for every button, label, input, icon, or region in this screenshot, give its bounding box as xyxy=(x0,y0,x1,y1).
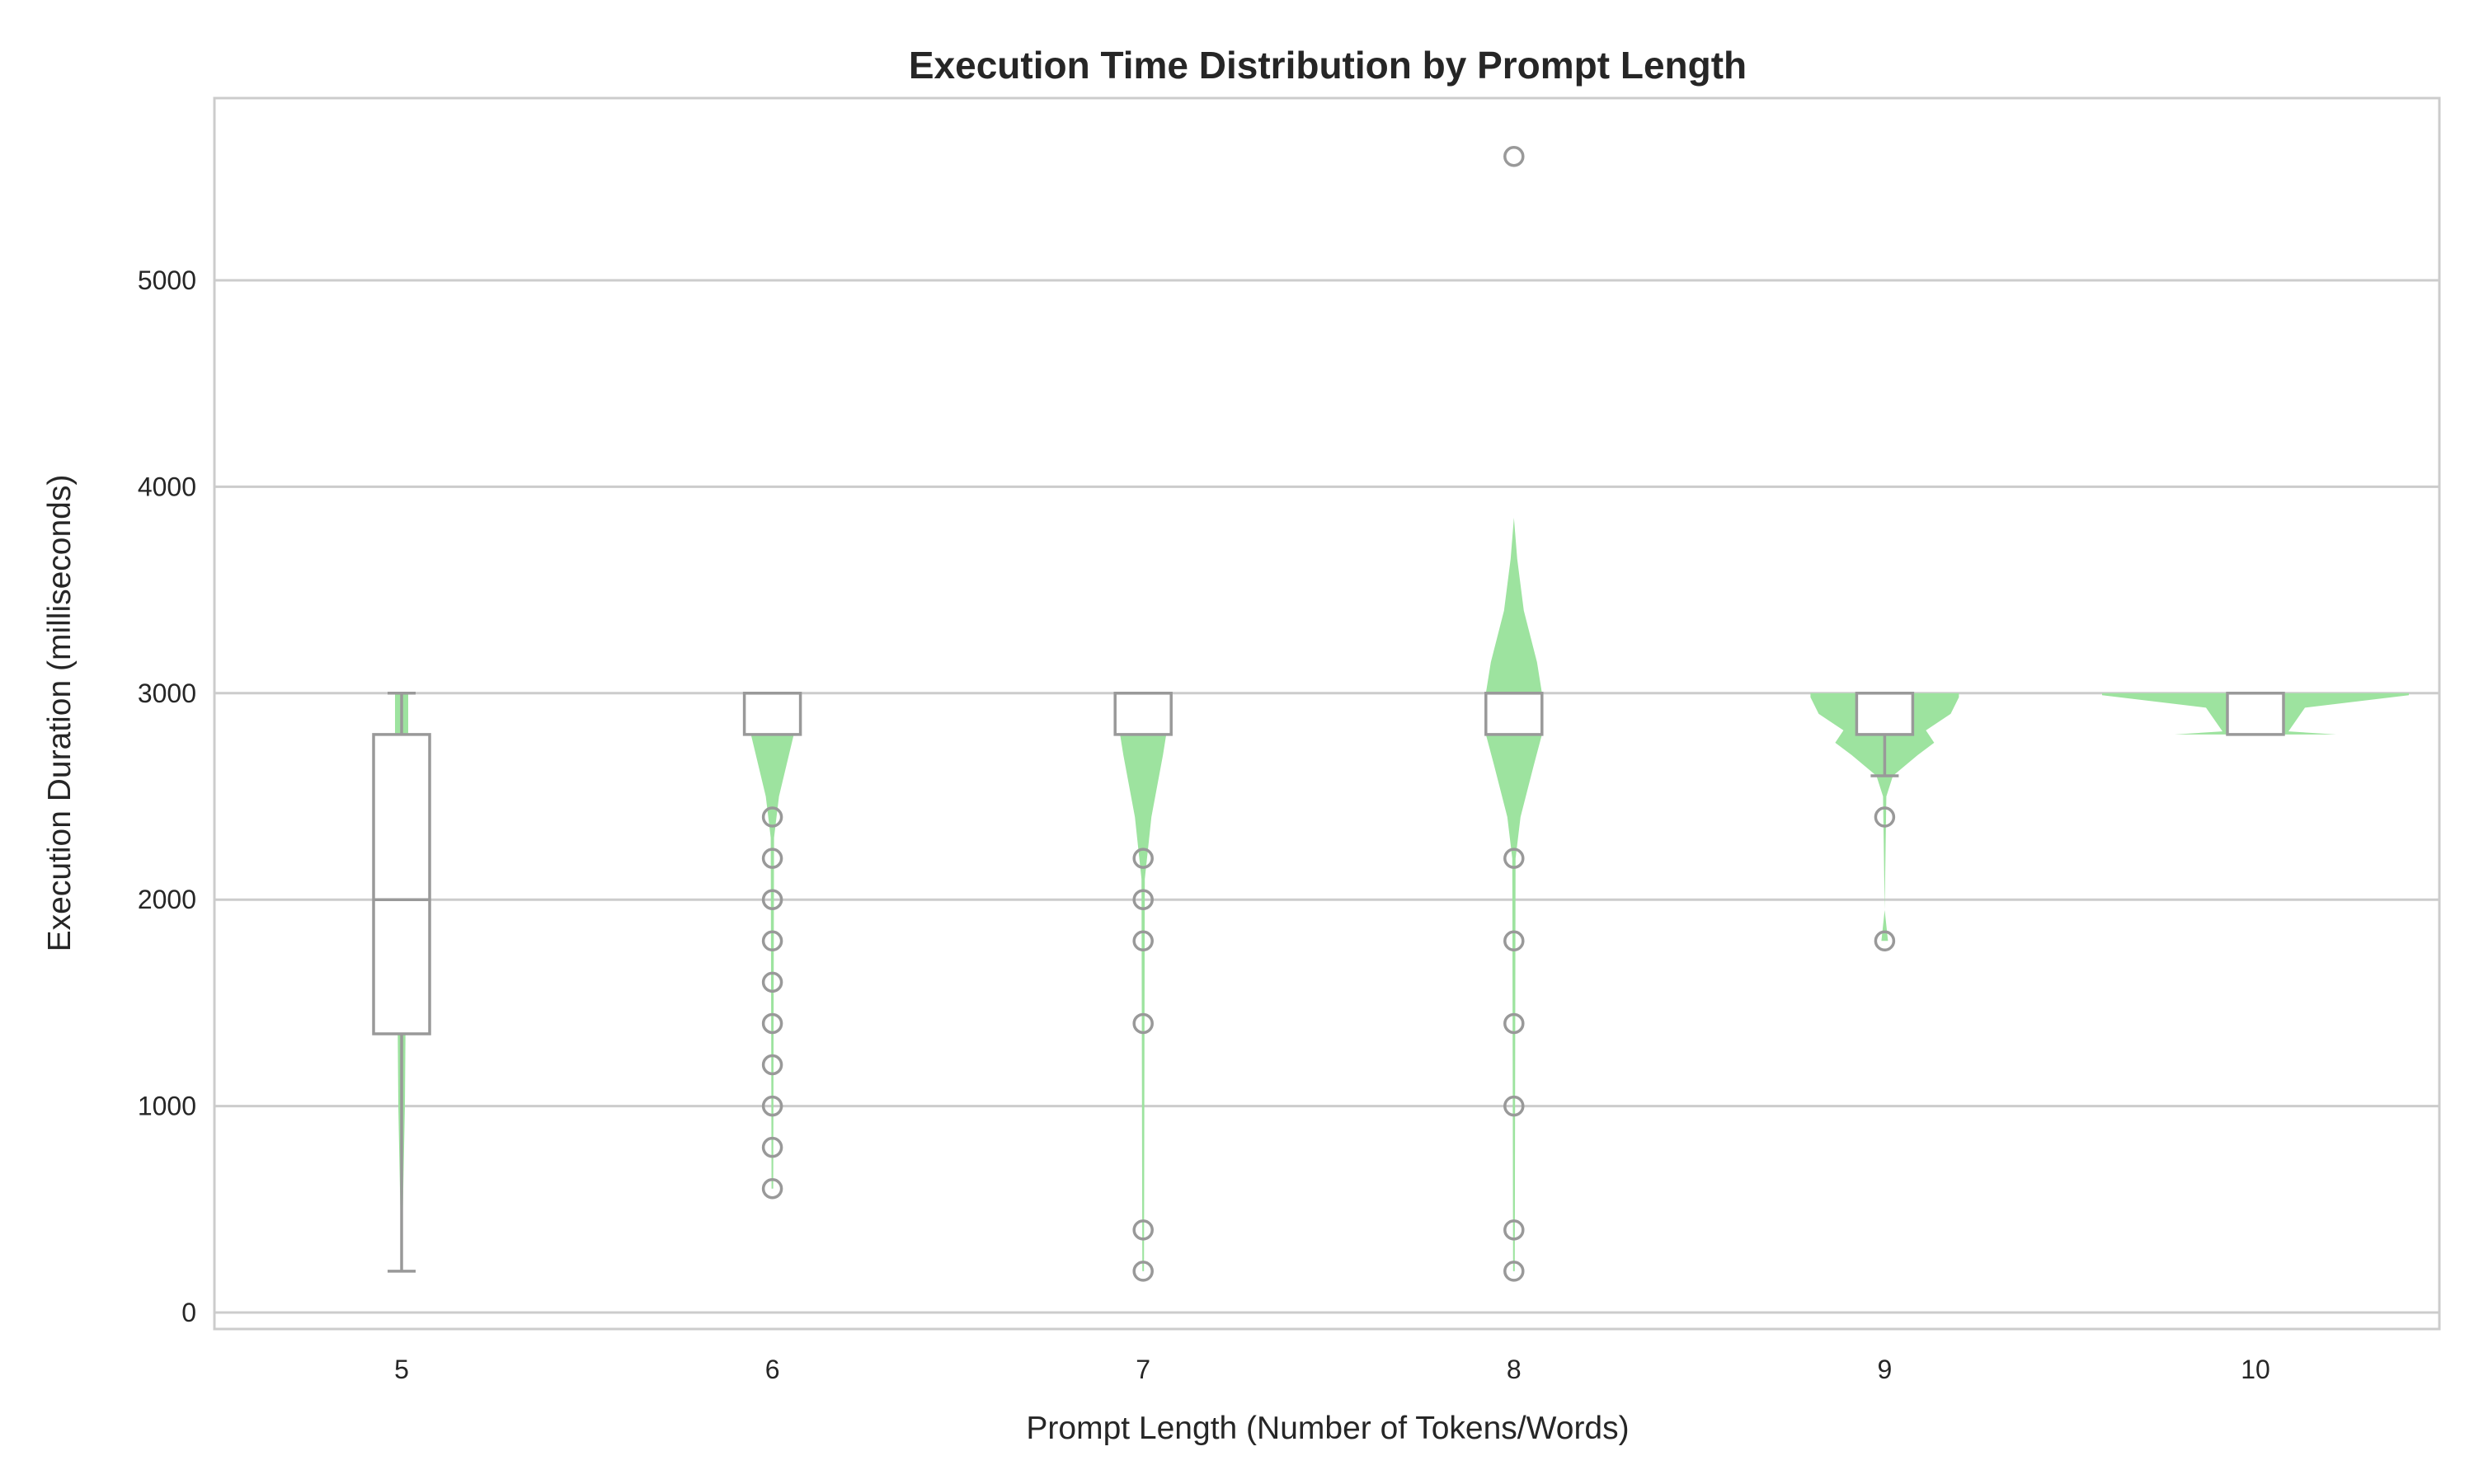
x-tick-label: 7 xyxy=(1136,1355,1150,1384)
boxes xyxy=(372,146,2285,1282)
outlier-point xyxy=(761,971,783,993)
outlier-point xyxy=(761,889,783,910)
outlier-point xyxy=(1132,889,1154,910)
outlier-point xyxy=(1132,1261,1154,1282)
outlier-point xyxy=(761,1012,783,1035)
violins xyxy=(395,517,2409,1271)
outlier-point xyxy=(761,930,783,952)
outlier-point xyxy=(761,1054,783,1076)
outlier-point xyxy=(1503,1095,1525,1117)
y-tick-label: 3000 xyxy=(138,679,196,708)
y-axis-label: Execution Duration (milliseconds) xyxy=(42,475,78,952)
outlier-point xyxy=(1874,930,1896,952)
y-tick-labels: 0 1000 2000 3000 4000 5000 xyxy=(138,265,196,1327)
outlier-point xyxy=(1132,848,1154,869)
violin-7 xyxy=(1120,693,1167,1271)
x-tick-label: 6 xyxy=(765,1355,780,1384)
y-tick-label: 2000 xyxy=(138,885,196,914)
outlier-point xyxy=(1874,806,1896,828)
y-tick-label: 0 xyxy=(181,1298,196,1327)
box-9 xyxy=(1855,692,1915,736)
x-tick-label: 10 xyxy=(2241,1355,2270,1384)
outlier-point xyxy=(1132,1012,1154,1035)
outlier-point xyxy=(1503,1012,1525,1035)
box-5 xyxy=(372,733,431,1036)
box-7 xyxy=(1113,692,1173,736)
outlier-point xyxy=(761,1136,783,1158)
y-tick-label: 5000 xyxy=(138,265,196,295)
grid-lines xyxy=(214,279,2439,1314)
box-6 xyxy=(742,692,802,736)
outlier-point xyxy=(761,1095,783,1117)
outlier-point xyxy=(1132,930,1154,952)
violin-9 xyxy=(1810,693,1959,942)
x-tick-label: 9 xyxy=(1878,1355,1893,1384)
outlier-point xyxy=(1503,1219,1525,1241)
violin-6 xyxy=(750,693,794,1189)
outlier-point xyxy=(1503,1261,1525,1282)
x-tick-labels: 5 6 7 8 9 10 xyxy=(394,1355,2270,1384)
y-tick-label: 4000 xyxy=(138,472,196,501)
plot-frame xyxy=(213,96,2441,1331)
outlier-point xyxy=(761,806,783,828)
x-axis-label: Prompt Length (Number of Tokens/Words) xyxy=(1026,1411,1629,1446)
outlier-point xyxy=(761,1178,783,1200)
outlier-point xyxy=(1132,1219,1154,1241)
outlier-point xyxy=(761,848,783,869)
violin-8 xyxy=(1485,517,1542,1271)
chart-title: Execution Time Distribution by Prompt Le… xyxy=(909,44,1747,87)
outlier-point xyxy=(1503,146,1525,167)
x-tick-label: 5 xyxy=(394,1355,409,1384)
outlier-point xyxy=(1503,848,1525,869)
x-tick-label: 8 xyxy=(1507,1355,1522,1384)
outlier-point xyxy=(1503,930,1525,952)
y-tick-label: 1000 xyxy=(138,1092,196,1121)
box-10 xyxy=(2226,692,2285,736)
box-8 xyxy=(1484,692,1544,736)
